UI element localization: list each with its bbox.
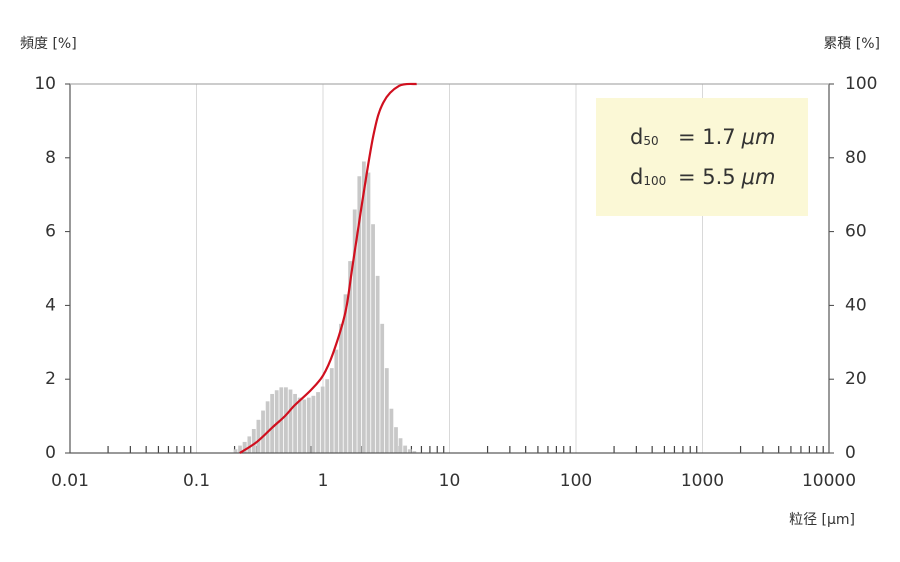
histogram-bar — [389, 408, 394, 453]
y-tick-label: 0 — [45, 443, 56, 463]
x-tick-label: 0.01 — [51, 471, 89, 491]
annotation-subscript: 50 — [643, 134, 658, 148]
y2-tick-label: 100 — [845, 74, 877, 94]
x-tick-label: 1 — [318, 471, 329, 491]
histogram-bar — [366, 172, 371, 453]
y-tick-label: 4 — [45, 295, 56, 315]
histogram-bar — [412, 451, 417, 453]
histogram-bar — [380, 323, 385, 453]
histogram-bar — [251, 429, 256, 453]
histogram-bar — [274, 390, 279, 453]
histogram-bar — [256, 419, 261, 453]
annotation: d100 = 5.5 μm — [630, 165, 776, 189]
histogram-bar — [316, 392, 320, 453]
histogram-bar — [302, 399, 307, 453]
histogram-bar — [348, 261, 353, 453]
y-tick-label: 6 — [45, 222, 56, 242]
cumulative-line — [239, 82, 417, 454]
histogram-bar — [361, 161, 366, 454]
histogram-bar — [238, 445, 242, 453]
histogram-bar — [394, 427, 398, 453]
annotation-subscript: 100 — [643, 174, 666, 188]
histogram-bar — [339, 323, 343, 453]
histogram-bar — [352, 209, 357, 453]
x-tick-label: 0.1 — [183, 471, 210, 491]
x-tick-label: 10 — [439, 471, 461, 491]
annotation-symbol: d — [630, 165, 643, 189]
y-tick-label: 2 — [45, 369, 56, 389]
histogram-bar — [233, 449, 238, 453]
y2-tick-label: 0 — [845, 443, 856, 463]
y-tick-label: 8 — [45, 148, 56, 168]
histogram-bar — [375, 275, 380, 453]
y2-tick-label: 20 — [845, 369, 867, 389]
histogram-bar — [398, 438, 403, 453]
annotation: d50 = 1.7 μm — [630, 125, 776, 149]
histogram-bar — [371, 224, 375, 453]
histogram-bar — [403, 445, 408, 453]
histogram-bar — [242, 441, 247, 453]
histogram-bar — [320, 386, 325, 453]
histogram-bar — [343, 294, 348, 453]
annotation-unit: μm — [741, 125, 776, 149]
x-tick-label: 10000 — [802, 471, 856, 491]
histogram-bar — [261, 410, 265, 453]
y-axis-label: 頻度 [%] — [20, 36, 77, 52]
y2-tick-label: 60 — [845, 222, 867, 242]
annotation-box — [596, 98, 808, 216]
y2-tick-label: 40 — [845, 295, 867, 315]
histogram-bar — [311, 395, 316, 453]
annotation-symbol: d — [630, 125, 643, 149]
y2-axis-label: 累積 [%] — [823, 36, 880, 52]
histogram-bar — [334, 349, 339, 453]
histogram-bar — [297, 397, 302, 453]
x-tick-label: 100 — [560, 471, 592, 491]
x-tick-label: 1000 — [681, 471, 724, 491]
y2-tick-label: 80 — [845, 148, 867, 168]
annotation-unit: μm — [741, 165, 776, 189]
x-axis-label: 粒径 [μm] — [789, 512, 855, 528]
histogram-bar — [357, 176, 362, 453]
histogram-bar — [329, 368, 334, 453]
histogram-bar — [384, 368, 389, 453]
histogram-bar — [306, 397, 311, 453]
histogram-bar — [325, 379, 330, 453]
histogram-bar — [283, 387, 288, 453]
annotation-value: = 5.5 — [678, 165, 736, 189]
histogram-bar — [270, 393, 275, 453]
histogram-bar — [265, 401, 270, 453]
annotation-value: = 1.7 — [678, 125, 736, 149]
histogram-bar — [288, 389, 293, 453]
histogram-bar — [247, 436, 252, 453]
histogram-bar — [407, 449, 412, 453]
histogram-bar — [293, 393, 297, 453]
y-tick-label: 10 — [34, 74, 56, 94]
